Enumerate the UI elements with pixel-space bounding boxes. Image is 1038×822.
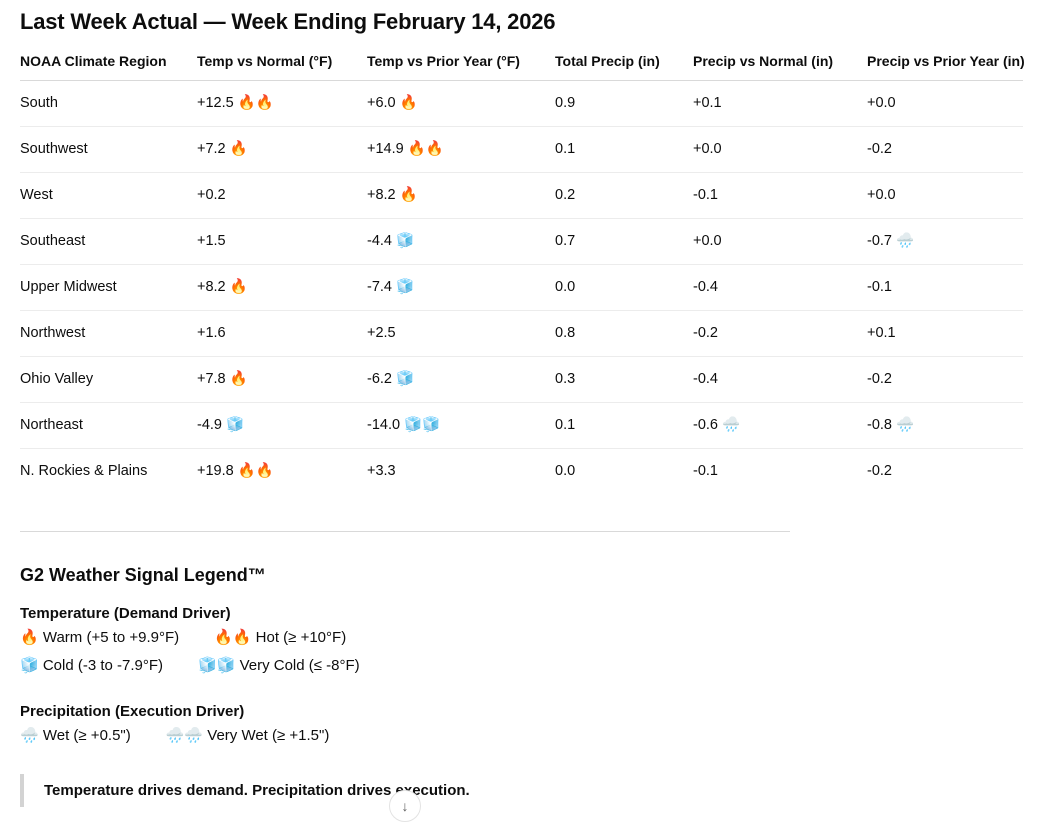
cell-temp-vs-prior-year: -7.4 🧊	[367, 264, 555, 311]
quote-block: Temperature drives demand. Precipitation…	[20, 774, 1038, 807]
precipitation-legend-line: 🌧️ Wet (≥ +0.5") 🌧️🌧️ Very Wet (≥ +1.5")	[20, 722, 1038, 750]
temperature-legend-line-2: 🧊 Cold (-3 to -7.9°F) 🧊🧊 Very Cold (≤ -8…	[20, 652, 1038, 680]
cell-region: N. Rockies & Plains	[20, 463, 148, 479]
temperature-legend-line-1: 🔥 Warm (+5 to +9.9°F) 🔥🔥 Hot (≥ +10°F)	[20, 624, 1038, 652]
cell-total-precip: 0.1	[555, 402, 693, 449]
col-header-temp-vs-normal: Temp vs Normal (°F)	[197, 44, 367, 81]
cell-precip-vs-prior-year: +0.0	[867, 172, 1023, 219]
cell-total-precip: 0.0	[555, 264, 693, 311]
cell-region: Northeast	[20, 402, 197, 449]
cell-region: Ohio Valley	[20, 356, 197, 403]
cell-region: West	[20, 172, 197, 219]
table-header: NOAA Climate Region Temp vs Normal (°F) …	[20, 44, 1025, 81]
cell-precip-vs-prior-year: -0.2	[867, 463, 892, 479]
cell-precip-vs-prior-year: -0.8 🌧️	[867, 402, 1023, 449]
cell-temp-vs-normal: +7.8 🔥	[197, 356, 367, 403]
cell-temp-vs-normal: -4.9 🧊	[197, 402, 367, 449]
legend-item-cold: 🧊 Cold (-3 to -7.9°F)	[20, 657, 164, 674]
legend-item-very-wet: 🌧️🌧️ Very Wet (≥ +1.5")	[165, 727, 330, 744]
table-row-n-rockies-plains: N. Rockies & Plains +19.8 🔥🔥 +3.3 0.0 -0…	[20, 449, 1023, 495]
cell-temp-vs-normal: +7.2 🔥	[197, 126, 367, 173]
cell-region: South	[20, 80, 197, 127]
quote-text: Temperature drives demand. Precipitation…	[44, 782, 470, 799]
table-row-northwest: Northwest +1.6 +2.5 0.8 -0.2 +0.1	[20, 310, 1023, 357]
cell-precip-vs-normal: +0.0	[693, 218, 867, 265]
cell-precip-vs-normal: -0.6 🌧️	[693, 402, 867, 449]
cell-region: Northwest	[20, 310, 197, 357]
cell-total-precip: 0.9	[555, 80, 693, 127]
precipitation-legend-heading: Precipitation (Execution Driver)	[20, 703, 245, 720]
col-header-precip-vs-normal: Precip vs Normal (in)	[693, 44, 867, 81]
cell-precip-vs-normal: -0.4	[693, 264, 867, 311]
cell-precip-vs-prior-year: -0.2	[867, 126, 1023, 173]
cell-temp-vs-prior-year: +14.9 🔥🔥	[367, 126, 555, 173]
legend-item-hot: 🔥🔥 Hot (≥ +10°F)	[214, 629, 347, 646]
arrow-down-icon: ↓	[401, 798, 409, 814]
cell-region: Southwest	[20, 126, 197, 173]
cell-precip-vs-normal: -0.2	[693, 310, 867, 357]
col-header-region: NOAA Climate Region	[20, 44, 197, 81]
cell-precip-vs-prior-year: -0.2	[867, 356, 1023, 403]
legend-item-warm: 🔥 Warm (+5 to +9.9°F)	[20, 629, 180, 646]
table-row-northeast: Northeast -4.9 🧊 -14.0 🧊🧊 0.1 -0.6 🌧️ -0…	[20, 402, 1023, 449]
cell-temp-vs-prior-year: +8.2 🔥	[367, 172, 555, 219]
col-header-temp-vs-prior-year: Temp vs Prior Year (°F)	[367, 44, 555, 81]
cell-total-precip: 0.2	[555, 172, 693, 219]
table-row-upper-midwest: Upper Midwest +8.2 🔥 -7.4 🧊 0.0 -0.4 -0.…	[20, 264, 1023, 311]
table-row-west: West +0.2 +8.2 🔥 0.2 -0.1 +0.0	[20, 172, 1023, 219]
cell-precip-vs-normal: -0.4	[693, 356, 867, 403]
col-header-precip-vs-prior-year: Precip vs Prior Year (in)	[867, 44, 1025, 81]
cell-total-precip: 0.1	[555, 126, 693, 173]
cell-precip-vs-normal: +0.1	[693, 80, 867, 127]
table-row-ohio-valley: Ohio Valley +7.8 🔥 -6.2 🧊 0.3 -0.4 -0.2	[20, 356, 1023, 403]
table-row-southeast: Southeast +1.5 -4.4 🧊 0.7 +0.0 -0.7 🌧️	[20, 218, 1023, 265]
weather-table: NOAA Climate Region Temp vs Normal (°F) …	[20, 44, 1025, 495]
legend-item-wet: 🌧️ Wet (≥ +0.5")	[20, 727, 131, 744]
cell-precip-vs-normal: -0.1	[693, 463, 718, 479]
col-header-total-precip: Total Precip (in)	[555, 44, 693, 81]
cell-total-precip: 0.3	[555, 356, 693, 403]
cell-region: Southeast	[20, 218, 197, 265]
cell-region: Upper Midwest	[20, 264, 197, 311]
legend-item-very-cold: 🧊🧊 Very Cold (≤ -8°F)	[198, 657, 360, 674]
cell-temp-vs-prior-year: -4.4 🧊	[367, 218, 555, 265]
temperature-legend-heading: Temperature (Demand Driver)	[20, 605, 231, 622]
cell-total-precip: 0.8	[555, 310, 693, 357]
cell-precip-vs-prior-year: +0.0	[867, 80, 1023, 127]
cell-temp-vs-prior-year: -14.0 🧊🧊	[367, 402, 555, 449]
cell-temp-vs-normal: +0.2	[197, 172, 367, 219]
cell-temp-vs-normal: +8.2 🔥	[197, 264, 367, 311]
cell-temp-vs-normal: +1.6	[197, 310, 367, 357]
cell-total-precip: 0.7	[555, 218, 693, 265]
cell-temp-vs-normal: +1.5	[197, 218, 367, 265]
table-row-southwest: Southwest +7.2 🔥 +14.9 🔥🔥 0.1 +0.0 -0.2	[20, 126, 1023, 173]
page-title: Last Week Actual — Week Ending February …	[20, 9, 556, 34]
cell-precip-vs-prior-year: -0.7 🌧️	[867, 218, 1023, 265]
cell-precip-vs-normal: -0.1	[693, 172, 867, 219]
cell-temp-vs-prior-year: +2.5	[367, 310, 555, 357]
cell-temp-vs-prior-year: +3.3	[367, 463, 396, 479]
cell-total-precip: 0.0	[555, 463, 576, 479]
cell-temp-vs-prior-year: +6.0 🔥	[367, 80, 555, 127]
cell-temp-vs-normal: +19.8 🔥🔥	[197, 463, 274, 479]
cell-temp-vs-prior-year: -6.2 🧊	[367, 356, 555, 403]
cell-precip-vs-prior-year: -0.1	[867, 264, 1023, 311]
header-row: NOAA Climate Region Temp vs Normal (°F) …	[20, 44, 1025, 81]
cell-temp-vs-normal: +12.5 🔥🔥	[197, 80, 367, 127]
table-body: South +12.5 🔥🔥 +6.0 🔥 0.9 +0.1 +0.0 Sout…	[20, 80, 1023, 495]
section-divider	[20, 531, 790, 532]
legend-title: G2 Weather Signal Legend™	[20, 565, 266, 585]
scroll-to-bottom-button[interactable]: ↓	[389, 790, 421, 822]
cell-precip-vs-normal: +0.0	[693, 126, 867, 173]
table-row-south: South +12.5 🔥🔥 +6.0 🔥 0.9 +0.1 +0.0	[20, 80, 1023, 127]
cell-precip-vs-prior-year: +0.1	[867, 310, 1023, 357]
